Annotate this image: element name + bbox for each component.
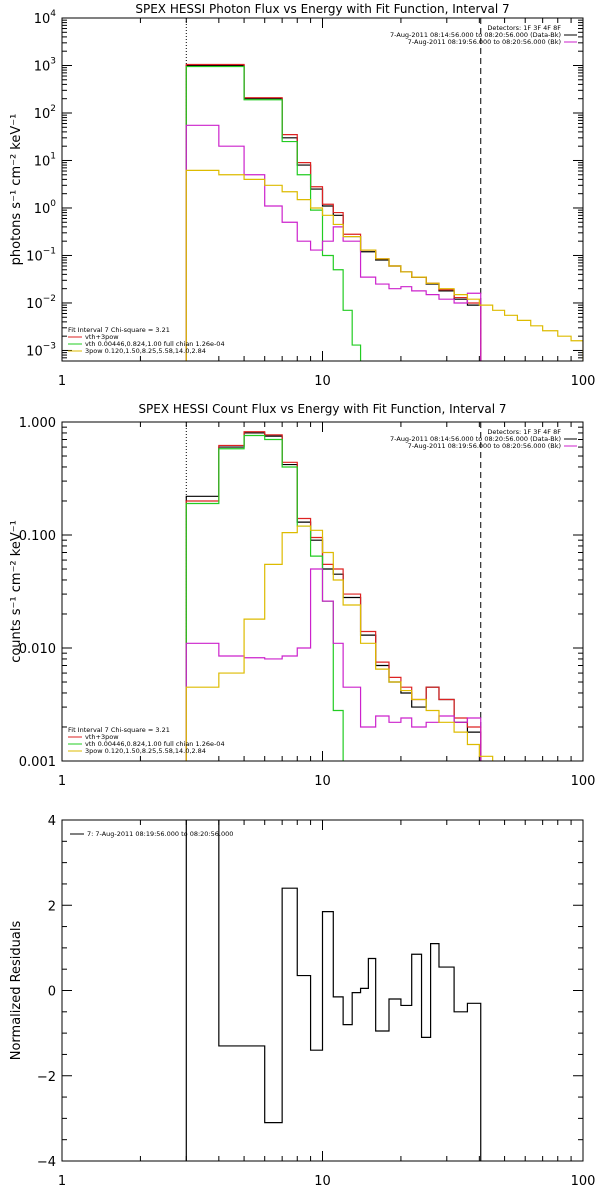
x-tick-label: 100 — [571, 374, 596, 389]
series-line-4 — [185, 169, 583, 361]
y-tick-label: 102 — [34, 104, 56, 122]
series-line-0 — [185, 432, 482, 761]
y-tick-label: −2 — [37, 1070, 56, 1085]
plot-frame — [61, 421, 584, 762]
legend-top-text: Detectors: 1F 3F 4F 8F — [487, 428, 561, 436]
series-group — [185, 820, 482, 1161]
series-line-4 — [185, 525, 583, 761]
x-tick-label: 100 — [571, 1174, 596, 1189]
y-tick-label: 0.100 — [19, 529, 56, 544]
legend-bottom-text: Fit Interval 7 Chi-square = 3.21 — [68, 726, 170, 734]
residuals-panel: 1 10 100 −4 −2 0 2 4 Normalized Residuals 7: 7-Au… — [9, 814, 596, 1189]
series-line-2 — [185, 65, 362, 361]
series-group — [185, 431, 583, 761]
legend-bottom-text: vth 0.00446,0.824,1.00 full chian 1.26e-… — [85, 340, 225, 348]
y-axis-label: Normalized Residuals — [9, 921, 24, 1061]
y-tick-exponent: −3 — [43, 341, 56, 351]
y-tick-label: 0.010 — [19, 642, 56, 657]
y-tick-label: 2 — [48, 899, 56, 914]
series-line-0 — [185, 820, 482, 1161]
count-flux-panel: SPEX HESSI Count Flux vs Energy with Fit… — [9, 402, 596, 789]
legend-top-text: 7-Aug-2011 08:14:56.000 to 08:20:56.000 … — [390, 435, 561, 443]
y-tick-label: 10−2 — [26, 294, 56, 312]
x-tick-label: 1 — [58, 374, 66, 389]
x-tick-label: 10 — [314, 774, 331, 789]
x-tick-label: 10 — [314, 374, 331, 389]
legend-bottom-text: vth+3pow — [85, 333, 119, 341]
y-tick-label: 101 — [34, 151, 56, 169]
y-tick-label: 104 — [34, 9, 57, 27]
x-tick-label: 10 — [314, 1174, 331, 1189]
legend-top-text: Detectors: 1F 3F 4F 8F — [487, 24, 561, 32]
y-tick-label: 0 — [48, 985, 56, 1000]
y-tick-exponent: −2 — [43, 294, 56, 304]
y-tick-label: −4 — [37, 1155, 56, 1170]
chart-title: SPEX HESSI Photon Flux vs Energy with Fi… — [135, 2, 509, 16]
series-group — [185, 63, 583, 361]
legend-top-text: 7-Aug-2011 08:14:56.000 to 08:20:56.000 … — [390, 31, 561, 39]
legend-bottom-text: 3pow 0.120,1.50,8.25,5.58,14.0,2.84 — [85, 347, 206, 355]
x-tick-label: 1 — [58, 774, 66, 789]
series-line-1 — [185, 431, 482, 761]
plot-frame — [61, 17, 584, 362]
series-line-0 — [185, 64, 482, 361]
legend-residual-text: 7: 7-Aug-2011 08:19:56.000 to 08:20:56.0… — [87, 830, 233, 838]
legend-top-text: 7-Aug-2011 08:19:56.000 to 08:20:56.000 … — [408, 442, 561, 450]
y-tick-label: 100 — [34, 199, 57, 217]
y-tick-label: 10−1 — [26, 246, 56, 264]
y-tick-exponent: −1 — [43, 246, 56, 256]
legend-bottom-text: Fit Interval 7 Chi-square = 3.21 — [68, 326, 170, 334]
y-tick-label: 103 — [34, 56, 56, 74]
y-tick-exponent: 2 — [50, 104, 56, 114]
y-tick-exponent: 4 — [50, 9, 56, 19]
y-tick-label: 0.001 — [19, 755, 56, 770]
legend-bottom-text: 3pow 0.120,1.50,8.25,5.58,14.0,2.84 — [85, 747, 206, 755]
photon-flux-panel: SPEX HESSI Photon Flux vs Energy with Fi… — [9, 2, 595, 389]
plot-frame — [61, 819, 584, 1162]
y-tick-exponent: 0 — [50, 199, 56, 209]
y-axis-label: photons s⁻¹ cm⁻² keV⁻¹ — [9, 114, 24, 266]
y-tick-exponent: 1 — [50, 151, 56, 161]
legend-bottom-text: vth+3pow — [85, 733, 119, 741]
y-tick-label: 10−3 — [26, 341, 56, 359]
y-tick-label: 1.000 — [19, 416, 56, 431]
y-axis-label: counts s⁻¹ cm⁻² keV⁻¹ — [9, 520, 24, 663]
x-tick-label: 100 — [571, 774, 596, 789]
series-line-3 — [185, 124, 482, 361]
legend-bottom-text: vth 0.00446,0.824,1.00 full chian 1.26e-… — [85, 740, 225, 748]
y-tick-label: 4 — [48, 814, 56, 829]
chart-title: SPEX HESSI Count Flux vs Energy with Fit… — [138, 402, 506, 416]
series-line-1 — [185, 63, 482, 361]
y-tick-exponent: 3 — [50, 56, 56, 66]
legend-top-text: 7-Aug-2011 08:19:56.000 to 08:20:56.000 … — [408, 38, 561, 46]
x-tick-label: 1 — [58, 1174, 66, 1189]
